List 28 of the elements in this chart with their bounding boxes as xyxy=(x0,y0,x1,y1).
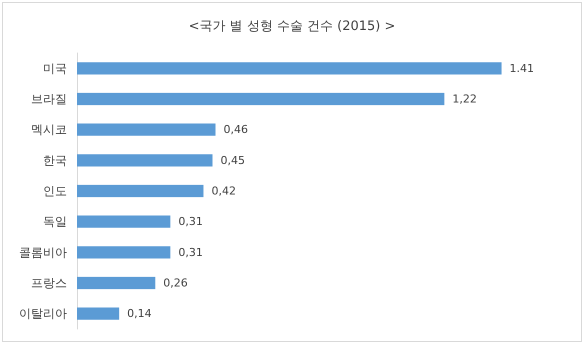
bar xyxy=(77,276,156,290)
bar xyxy=(77,246,170,258)
data-label: 0,31 xyxy=(178,246,203,259)
bar xyxy=(77,184,204,198)
bar xyxy=(77,62,502,74)
y-tick-label: 브라질 xyxy=(31,92,67,106)
data-label: 1,22 xyxy=(452,92,477,106)
data-label: 0,31 xyxy=(178,215,203,228)
bar xyxy=(77,92,444,106)
data-label: 0,46 xyxy=(224,123,248,136)
bar xyxy=(77,216,170,228)
y-tick-label: 한국 xyxy=(43,153,67,168)
y-tick-label: 프랑스 xyxy=(31,276,67,290)
bar xyxy=(77,154,212,166)
bar xyxy=(77,124,216,136)
y-tick-label: 독일 xyxy=(43,214,67,229)
data-label: 0,26 xyxy=(163,276,188,290)
bar xyxy=(77,308,120,320)
data-label: 0,45 xyxy=(220,154,245,167)
data-label: 0,42 xyxy=(211,184,236,198)
data-label: 0,14 xyxy=(127,307,152,320)
y-tick-label: 멕시코 xyxy=(31,122,67,137)
y-tick-label: 콜롬비아 xyxy=(19,245,67,260)
y-tick-label: 인도 xyxy=(43,184,67,198)
data-label: 1.41 xyxy=(510,62,534,75)
chart-title: <국가 별 성형 수술 건수 (2015) > xyxy=(188,19,396,34)
y-tick-label: 이탈리아 xyxy=(19,306,67,321)
y-tick-label: 미국 xyxy=(43,61,67,76)
